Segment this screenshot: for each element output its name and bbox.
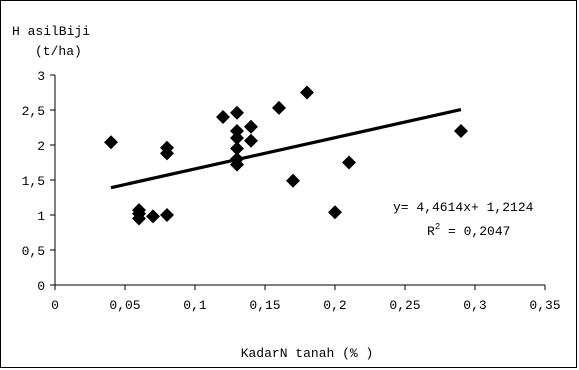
axes-group: [54, 75, 545, 286]
x-tick-label: 0,25: [389, 298, 420, 313]
x-tick-label: 0,15: [249, 298, 280, 313]
x-tick-label: 0,05: [109, 298, 140, 313]
data-point: [230, 157, 244, 172]
y-tick-label: 0,5: [22, 244, 45, 259]
data-point: [104, 135, 118, 150]
data-point: [342, 155, 356, 170]
ticks-group: 0 0,05 0,1 0,15 0,2 0,25 0,3 0,35 0 0,5 1 1,5 2 2,5 3: [22, 69, 561, 313]
y-tick-label: 1: [37, 209, 45, 224]
data-point: [300, 85, 314, 100]
x-axis-label: KadarN tanah (% ): [241, 346, 374, 361]
x-tick-label: 0,35: [529, 298, 560, 313]
data-point: [132, 211, 146, 226]
y-tick-label: 0: [37, 279, 45, 294]
y-tick-label: 2,5: [22, 104, 45, 119]
data-point: [230, 141, 244, 156]
data-point: [244, 133, 258, 148]
trendline: [110, 108, 462, 190]
data-point: [230, 131, 244, 145]
x-tick-label: 0,3: [463, 298, 486, 313]
x-tick-label: 0,2: [323, 298, 346, 313]
y-tick-label: 3: [37, 69, 45, 84]
y-axis-label-line2: (t/ha): [35, 44, 82, 59]
data-point: [160, 208, 174, 222]
y-axis-label-line1: H asilBiji: [12, 24, 90, 39]
r-squared-label: R2 = 0,2047: [427, 222, 510, 239]
data-point: [272, 100, 286, 115]
points-group: [104, 85, 468, 226]
data-point: [230, 105, 244, 120]
y-tick-label: 2: [37, 139, 45, 154]
r-squared-prefix: R: [427, 224, 435, 239]
x-tick-label: 0,1: [183, 298, 207, 313]
data-point: [328, 205, 342, 220]
y-tick-label: 1,5: [22, 174, 45, 189]
x-tick-label: 0: [51, 298, 59, 313]
data-point: [454, 124, 468, 138]
data-point: [216, 110, 230, 124]
data-point: [244, 119, 258, 134]
data-point: [286, 173, 300, 188]
r-squared-value: = 0,2047: [440, 224, 510, 239]
data-point: [160, 146, 174, 161]
r-squared-superscript: 2: [435, 222, 440, 232]
trend-equation: y= 4,4614x+ 1,2124: [393, 200, 534, 215]
data-point: [146, 209, 160, 224]
